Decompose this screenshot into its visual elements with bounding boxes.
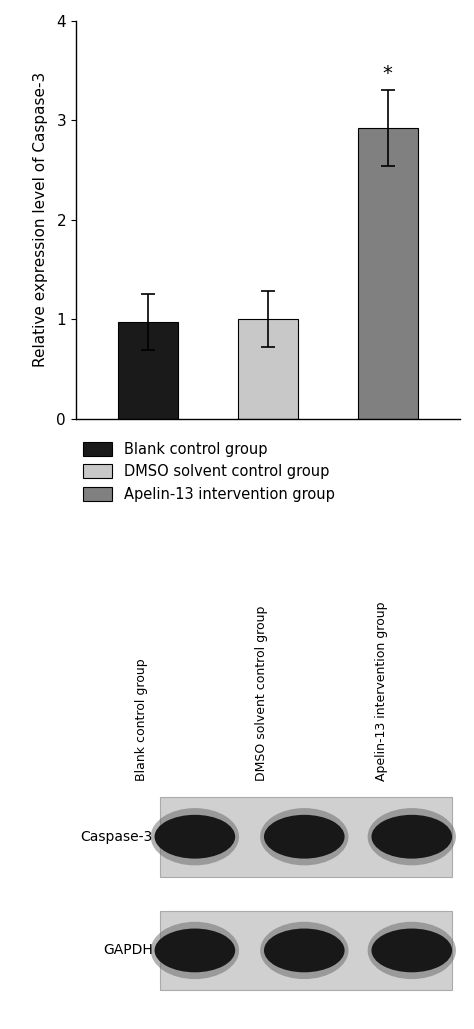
Ellipse shape	[155, 815, 235, 858]
Ellipse shape	[368, 808, 456, 865]
Ellipse shape	[264, 815, 345, 858]
FancyBboxPatch shape	[160, 911, 452, 990]
Text: Caspase-3: Caspase-3	[81, 829, 153, 844]
Ellipse shape	[260, 922, 348, 979]
Legend: Blank control group, DMSO solvent control group, Apelin-13 intervention group: Blank control group, DMSO solvent contro…	[83, 442, 335, 502]
Bar	[118, 322, 178, 419]
Text: GAPDH: GAPDH	[103, 944, 153, 957]
Ellipse shape	[151, 922, 239, 979]
Ellipse shape	[260, 808, 348, 865]
Bar	[358, 128, 418, 419]
Ellipse shape	[372, 815, 452, 858]
Text: DMSO solvent control group: DMSO solvent control group	[255, 606, 268, 781]
FancyBboxPatch shape	[160, 796, 452, 877]
Ellipse shape	[155, 928, 235, 972]
Text: Blank control group: Blank control group	[135, 659, 148, 781]
Text: Apelin-13 intervention group: Apelin-13 intervention group	[375, 602, 388, 781]
Text: *: *	[383, 64, 393, 83]
Ellipse shape	[264, 928, 345, 972]
Ellipse shape	[151, 808, 239, 865]
Bar	[238, 319, 298, 419]
Ellipse shape	[368, 922, 456, 979]
Ellipse shape	[372, 928, 452, 972]
Y-axis label: Relative expression level of Caspase-3: Relative expression level of Caspase-3	[33, 72, 48, 367]
